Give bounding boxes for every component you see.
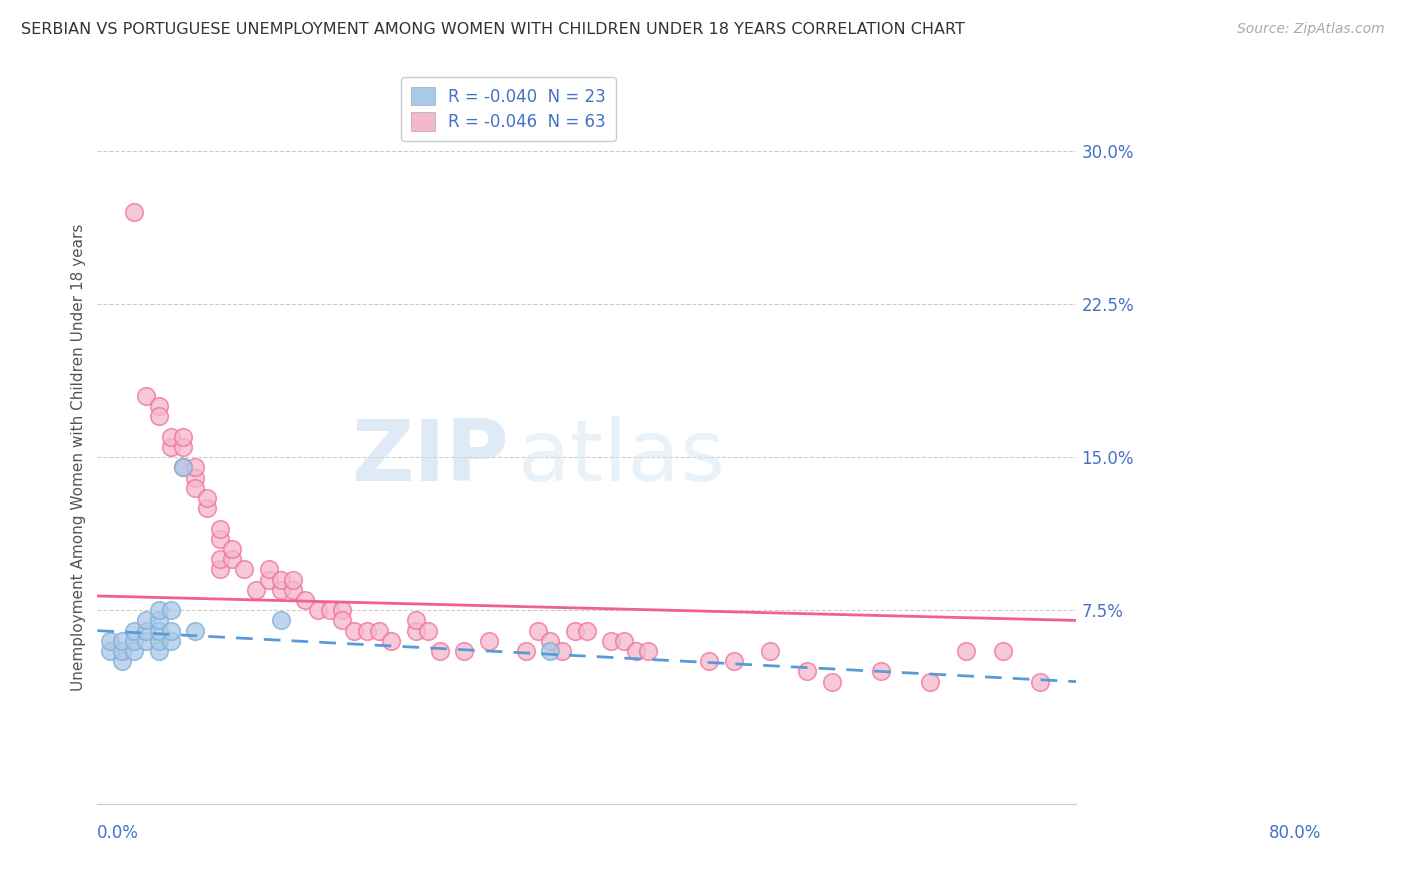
Point xyxy=(918,674,941,689)
Point xyxy=(122,633,145,648)
Point xyxy=(991,644,1014,658)
Point xyxy=(122,624,145,638)
Point xyxy=(159,440,181,454)
Point xyxy=(197,501,219,516)
Point xyxy=(159,603,181,617)
Point xyxy=(478,633,501,648)
Point xyxy=(135,389,157,403)
Point xyxy=(172,440,194,454)
Point xyxy=(148,603,170,617)
Point xyxy=(869,665,891,679)
Point xyxy=(111,644,134,658)
Point xyxy=(233,562,256,576)
Point xyxy=(148,624,170,638)
Point xyxy=(208,552,231,566)
Point xyxy=(135,633,157,648)
Point xyxy=(624,644,647,658)
Point xyxy=(184,624,207,638)
Point xyxy=(538,633,561,648)
Point xyxy=(172,430,194,444)
Point xyxy=(98,633,121,648)
Point xyxy=(270,614,292,628)
Point xyxy=(148,399,170,413)
Point xyxy=(221,552,243,566)
Point xyxy=(148,644,170,658)
Point xyxy=(135,614,157,628)
Legend: R = -0.040  N = 23, R = -0.046  N = 63: R = -0.040 N = 23, R = -0.046 N = 63 xyxy=(401,77,616,141)
Point xyxy=(416,624,439,638)
Point xyxy=(796,665,818,679)
Point xyxy=(172,460,194,475)
Point xyxy=(257,562,280,576)
Point xyxy=(330,614,353,628)
Point xyxy=(429,644,451,658)
Point xyxy=(294,593,316,607)
Point xyxy=(221,541,243,556)
Point xyxy=(343,624,366,638)
Point xyxy=(148,614,170,628)
Y-axis label: Unemployment Among Women with Children Under 18 years: Unemployment Among Women with Children U… xyxy=(72,224,86,691)
Point xyxy=(538,644,561,658)
Point xyxy=(270,573,292,587)
Point xyxy=(122,205,145,219)
Point xyxy=(600,633,623,648)
Point xyxy=(208,522,231,536)
Point xyxy=(330,603,353,617)
Text: 0.0%: 0.0% xyxy=(97,823,139,841)
Point xyxy=(453,644,475,658)
Text: SERBIAN VS PORTUGUESE UNEMPLOYMENT AMONG WOMEN WITH CHILDREN UNDER 18 YEARS CORR: SERBIAN VS PORTUGUESE UNEMPLOYMENT AMONG… xyxy=(21,22,965,37)
Point xyxy=(697,654,720,668)
Point xyxy=(257,573,280,587)
Point xyxy=(405,614,427,628)
Point xyxy=(159,624,181,638)
Point xyxy=(759,644,782,658)
Point xyxy=(111,633,134,648)
Point xyxy=(148,409,170,424)
Point xyxy=(637,644,659,658)
Point xyxy=(564,624,586,638)
Point xyxy=(515,644,537,658)
Point xyxy=(270,582,292,597)
Point xyxy=(1028,674,1050,689)
Text: atlas: atlas xyxy=(519,416,727,499)
Point xyxy=(159,430,181,444)
Point xyxy=(135,624,157,638)
Point xyxy=(184,481,207,495)
Point xyxy=(122,644,145,658)
Point xyxy=(307,603,329,617)
Point xyxy=(208,562,231,576)
Point xyxy=(380,633,402,648)
Point xyxy=(955,644,977,658)
Point xyxy=(197,491,219,505)
Point xyxy=(184,470,207,484)
Point xyxy=(184,460,207,475)
Point xyxy=(283,582,305,597)
Point xyxy=(208,532,231,546)
Text: 80.0%: 80.0% xyxy=(1268,823,1322,841)
Point xyxy=(148,633,170,648)
Point xyxy=(111,654,134,668)
Point xyxy=(98,644,121,658)
Text: ZIP: ZIP xyxy=(352,416,509,499)
Point xyxy=(319,603,342,617)
Point xyxy=(356,624,378,638)
Point xyxy=(367,624,389,638)
Text: Source: ZipAtlas.com: Source: ZipAtlas.com xyxy=(1237,22,1385,37)
Point xyxy=(613,633,636,648)
Point xyxy=(245,582,267,597)
Point xyxy=(820,674,842,689)
Point xyxy=(405,624,427,638)
Point xyxy=(723,654,745,668)
Point xyxy=(527,624,550,638)
Point xyxy=(172,460,194,475)
Point xyxy=(159,633,181,648)
Point xyxy=(551,644,574,658)
Point xyxy=(575,624,598,638)
Point xyxy=(283,573,305,587)
